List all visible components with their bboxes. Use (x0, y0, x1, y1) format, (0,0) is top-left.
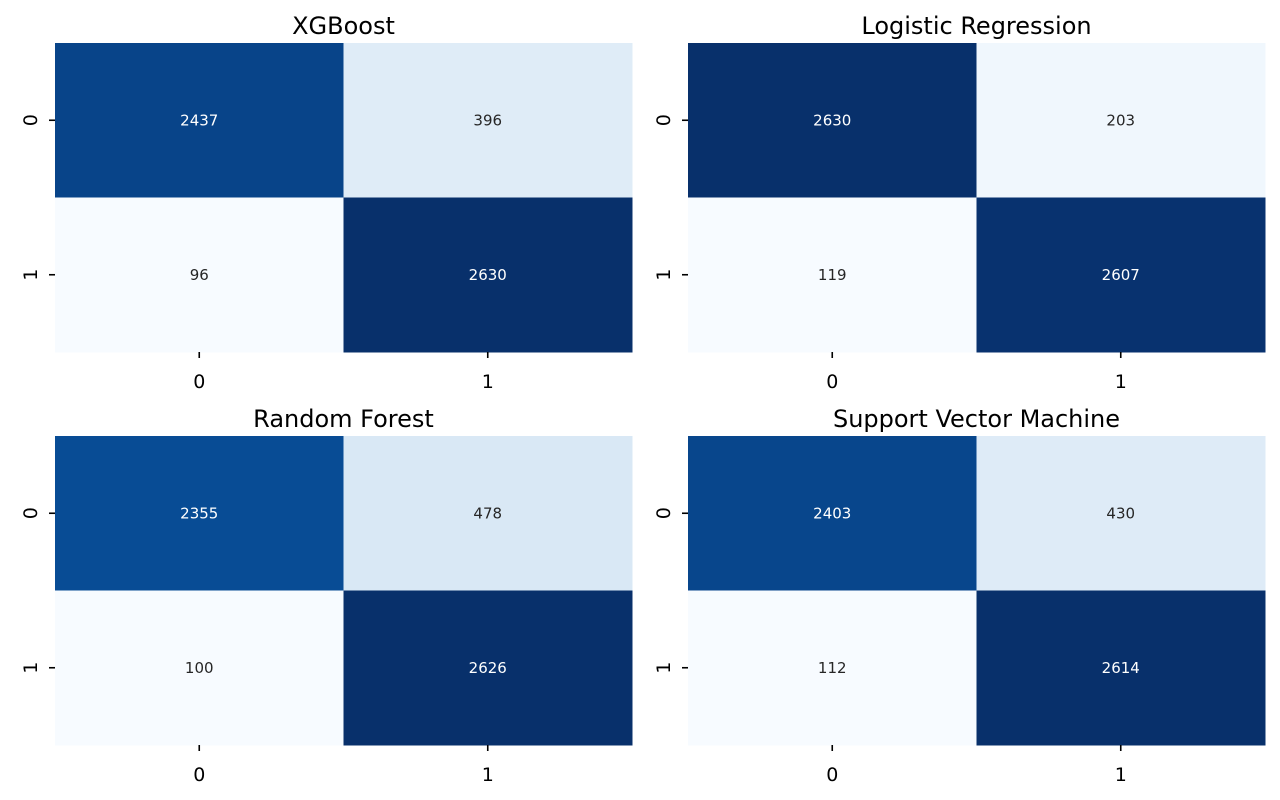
cell-value-label: 478 (473, 504, 502, 522)
x-tick-label: 1 (1115, 371, 1127, 393)
heatmap-cell (343, 436, 633, 591)
y-tick-label: 1 (20, 662, 42, 674)
cell-value-label: 2403 (813, 504, 851, 522)
cell-value-label: 430 (1106, 504, 1135, 522)
cell-value-label: 100 (185, 659, 214, 677)
heatmap-cell (688, 590, 977, 746)
x-tick-label: 1 (482, 764, 494, 786)
cell-value-label: 203 (1106, 111, 1135, 129)
chart-title: Logistic Regression (861, 12, 1091, 40)
chart-title: Random Forest (253, 405, 434, 433)
cell-value-label: 96 (190, 266, 209, 284)
heatmap-panel: XGBoost 2437 396 96 2630 0 1 0 1 (20, 12, 633, 393)
x-tick-label: 1 (482, 371, 494, 393)
y-tick-label: 0 (653, 114, 675, 126)
chart-title: Support Vector Machine (833, 405, 1120, 433)
y-tick-label: 1 (653, 662, 675, 674)
cell-value-label: 2437 (180, 111, 218, 129)
cell-value-label: 2630 (813, 111, 851, 129)
cell-value-label: 2355 (180, 504, 218, 522)
heatmap-cell (55, 43, 344, 198)
cell-value-label: 2626 (469, 659, 507, 677)
y-tick-label: 1 (653, 269, 675, 281)
heatmap-panel: Random Forest 2355 478 100 2626 0 1 0 1 (20, 405, 633, 786)
cell-value-label: 2614 (1102, 659, 1140, 677)
x-tick-label: 0 (193, 371, 205, 393)
heatmap-cell (688, 197, 977, 353)
cell-value-label: 396 (473, 111, 502, 129)
chart-title: XGBoost (292, 12, 395, 40)
y-tick-label: 1 (20, 269, 42, 281)
heatmap-cell (976, 197, 1266, 353)
heatmap-panel: Support Vector Machine 2403 430 112 2614 0 1 0 1 (653, 405, 1266, 786)
heatmap-cell (976, 43, 1266, 198)
heatmap-cell (55, 590, 344, 746)
cell-value-label: 112 (818, 659, 847, 677)
heatmap-cell (55, 436, 344, 591)
x-tick-label: 0 (826, 371, 838, 393)
cell-value-label: 2630 (469, 266, 507, 284)
y-tick-label: 0 (20, 114, 42, 126)
x-tick-label: 0 (193, 764, 205, 786)
heatmap-cell (55, 197, 344, 353)
heatmap-cell (343, 197, 633, 353)
x-tick-label: 1 (1115, 764, 1127, 786)
heatmap-cell (976, 590, 1266, 746)
heatmap-cell (976, 436, 1266, 591)
heatmap-cell (343, 43, 633, 198)
heatmap-cell (688, 436, 977, 591)
x-tick-label: 0 (826, 764, 838, 786)
heatmap-cell (688, 43, 977, 198)
cell-value-label: 119 (818, 266, 847, 284)
cell-value-label: 2607 (1102, 266, 1140, 284)
y-tick-label: 0 (653, 507, 675, 519)
heatmap-cell (343, 590, 633, 746)
heatmap-panel: Logistic Regression 2630 203 119 2607 0 1 0 1 (653, 12, 1266, 393)
y-tick-label: 0 (20, 507, 42, 519)
